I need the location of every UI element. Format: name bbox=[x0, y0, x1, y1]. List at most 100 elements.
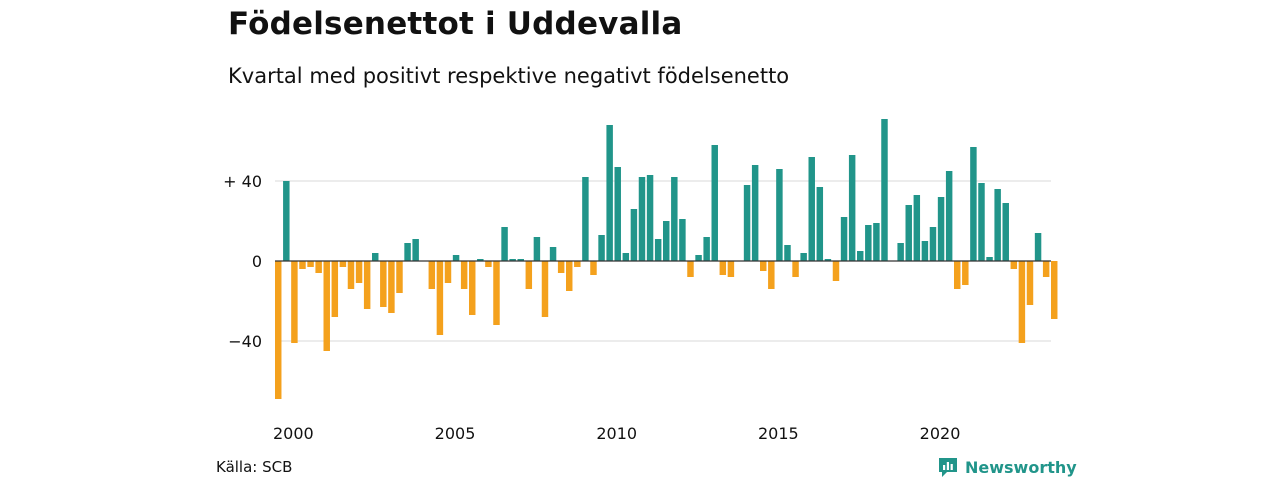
bar-positive bbox=[598, 235, 605, 261]
y-tick-label: + 40 bbox=[223, 172, 262, 191]
bar-negative bbox=[485, 261, 492, 267]
bar-positive bbox=[848, 155, 856, 261]
bar-negative bbox=[299, 261, 306, 269]
y-tick-label: −40 bbox=[228, 332, 262, 351]
newsworthy-logo-icon bbox=[939, 458, 957, 477]
bar-positive bbox=[372, 253, 379, 261]
bar-positive bbox=[808, 157, 815, 261]
brand-label: Newsworthy bbox=[965, 457, 1077, 477]
bar-negative bbox=[355, 261, 363, 283]
bar-negative bbox=[566, 261, 573, 291]
bar-positive bbox=[663, 221, 670, 261]
x-axis-labels: 2000 2005 2010 2015 2020 bbox=[273, 424, 960, 443]
bar-positive bbox=[840, 217, 848, 261]
bar-positive bbox=[743, 185, 751, 261]
bar-positive bbox=[606, 125, 613, 261]
bar-positive bbox=[404, 243, 411, 261]
bar-negative bbox=[460, 261, 468, 289]
bar-negative bbox=[792, 261, 799, 277]
bar-positive bbox=[549, 247, 557, 261]
bar-negative bbox=[727, 261, 735, 277]
bar-negative bbox=[307, 261, 314, 267]
chart-title: Födelsenettot i Uddevalla bbox=[228, 6, 683, 42]
bar-positive bbox=[452, 255, 460, 261]
bar-positive bbox=[671, 177, 678, 261]
bar-negative bbox=[760, 261, 767, 271]
bar-positive bbox=[751, 165, 759, 261]
x-tick-label: 2020 bbox=[920, 424, 961, 443]
bar-chart: + 40 0 −40 2000 2005 2010 2015 2020 bbox=[223, 119, 1058, 443]
bar-negative bbox=[541, 261, 549, 317]
bar-positive bbox=[905, 205, 912, 261]
bar-positive bbox=[994, 189, 1001, 261]
bar-negative bbox=[428, 261, 436, 289]
bar-positive bbox=[509, 259, 516, 261]
bar-positive bbox=[913, 195, 921, 261]
bar-negative bbox=[525, 261, 533, 289]
bar-positive bbox=[477, 259, 484, 261]
x-tick-label: 2015 bbox=[758, 424, 799, 443]
bar-positive bbox=[800, 253, 807, 261]
bar-negative bbox=[469, 261, 476, 315]
x-tick-label: 2000 bbox=[273, 424, 314, 443]
bar-negative bbox=[275, 261, 282, 399]
bar-positive bbox=[986, 257, 993, 261]
bar-negative bbox=[687, 261, 694, 277]
bar-negative bbox=[768, 261, 775, 289]
bar-negative bbox=[557, 261, 565, 273]
bar-positive bbox=[283, 181, 290, 261]
bar-positive bbox=[945, 171, 953, 261]
bar-positive bbox=[857, 251, 864, 261]
bar-negative bbox=[380, 261, 387, 307]
bar-positive bbox=[929, 227, 937, 261]
bar-negative bbox=[363, 261, 371, 309]
bar-negative bbox=[1051, 261, 1058, 319]
bar-negative bbox=[719, 261, 727, 275]
chart-subtitle: Kvartal med positivt respektive negativt… bbox=[228, 64, 790, 88]
bar-negative bbox=[315, 261, 322, 273]
bar-positive bbox=[1002, 203, 1009, 261]
bar-positive bbox=[816, 187, 824, 261]
bar-positive bbox=[654, 239, 662, 261]
bar-negative bbox=[1010, 261, 1018, 269]
x-tick-label: 2010 bbox=[596, 424, 637, 443]
bars bbox=[275, 119, 1058, 399]
bar-positive bbox=[978, 183, 985, 261]
bar-positive bbox=[622, 253, 630, 261]
bar-negative bbox=[1042, 261, 1050, 277]
bar-positive bbox=[711, 145, 718, 261]
bar-positive bbox=[873, 223, 880, 261]
bar-negative bbox=[574, 261, 581, 267]
bar-positive bbox=[1034, 233, 1042, 261]
bar-positive bbox=[921, 241, 929, 261]
bar-negative bbox=[291, 261, 298, 343]
bar-negative bbox=[1026, 261, 1034, 305]
newsworthy-logo: Newsworthy bbox=[937, 456, 1077, 478]
bar-positive bbox=[517, 259, 524, 261]
bar-positive bbox=[776, 169, 783, 261]
bar-positive bbox=[412, 239, 419, 261]
bar-positive bbox=[970, 147, 977, 261]
bar-negative bbox=[396, 261, 403, 293]
bar-positive bbox=[501, 227, 508, 261]
bar-negative bbox=[832, 261, 840, 281]
bar-positive bbox=[630, 209, 638, 261]
bar-positive bbox=[881, 119, 888, 261]
bar-positive bbox=[703, 237, 710, 261]
bar-negative bbox=[954, 261, 961, 289]
grid-lines bbox=[275, 180, 1051, 342]
bar-negative bbox=[493, 261, 500, 325]
bar-positive bbox=[897, 243, 904, 261]
bar-negative bbox=[339, 261, 347, 267]
bar-positive bbox=[784, 245, 791, 261]
bar-negative bbox=[347, 261, 355, 289]
bar-positive bbox=[533, 237, 541, 261]
bar-positive bbox=[614, 167, 621, 261]
bar-positive bbox=[582, 177, 589, 261]
bar-negative bbox=[1018, 261, 1026, 343]
bar-positive bbox=[865, 225, 872, 261]
bar-negative bbox=[444, 261, 452, 283]
bar-negative bbox=[331, 261, 339, 317]
bar-negative bbox=[436, 261, 444, 335]
bar-positive bbox=[695, 255, 702, 261]
